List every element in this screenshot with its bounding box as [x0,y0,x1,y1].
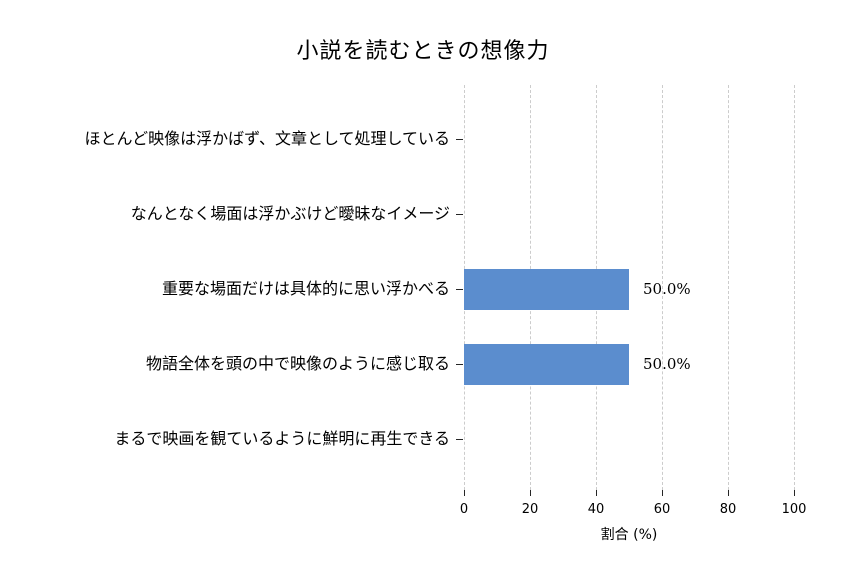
x-tick-label: 80 [719,502,737,517]
category-label: ほとんど映像は浮かばず、文章として処理している [84,129,450,148]
category-label: なんとなく場面は浮かぶけど曖昧なイメージ [130,204,450,223]
y-tick-mark [456,289,463,290]
y-tick-mark [456,139,463,140]
x-tick-label: 40 [587,502,605,517]
y-tick-mark [456,439,463,440]
x-tick-label: 60 [653,502,671,517]
x-tick-mark [728,490,729,496]
x-tick-mark [464,490,465,496]
x-tick-mark [596,490,597,496]
y-tick-mark [456,214,463,215]
x-axis-label: 割合 (%) [600,527,658,543]
category-label: まるで映画を観ているように鮮明に再生できる [114,429,450,448]
x-tick-label: 100 [781,502,807,517]
bar-value-label: 50.0% [643,280,691,298]
x-tick-mark [662,490,663,496]
gridline [794,85,795,490]
gridline [662,85,663,490]
y-tick-mark [456,364,463,365]
bar [464,343,629,385]
bar [464,268,629,310]
x-tick-label: 0 [459,502,469,517]
x-tick-mark [530,490,531,496]
category-label: 重要な場面だけは具体的に思い浮かべる [161,279,450,298]
category-label: 物語全体を頭の中で映像のように感じ取る [145,354,450,373]
gridline [728,85,729,490]
x-tick-label: 20 [521,502,539,517]
bar-value-label: 50.0% [643,355,691,373]
chart-title: 小説を読むときの想像力 [296,39,550,64]
x-tick-mark [794,490,795,496]
